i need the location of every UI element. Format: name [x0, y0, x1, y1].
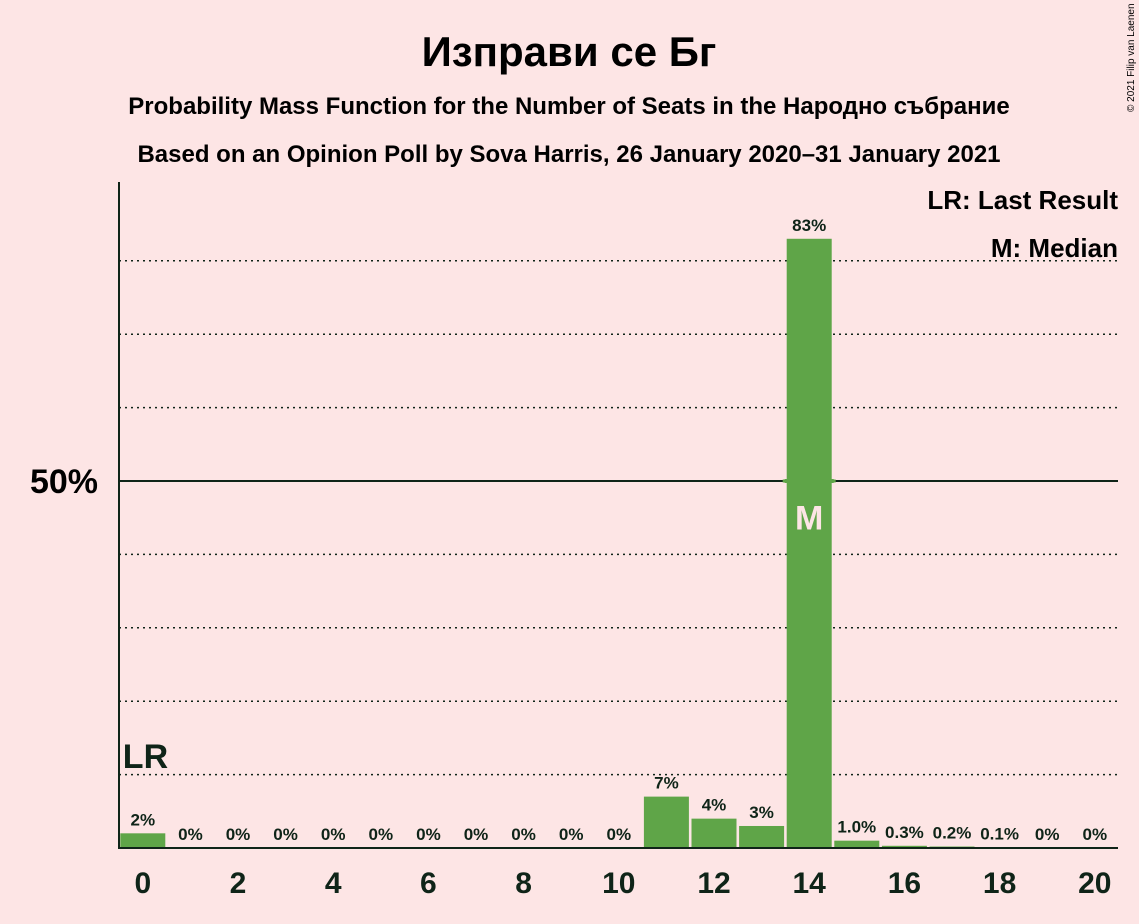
copyright-notice: © 2021 Filip van Laenen — [1126, 3, 1137, 112]
data-label-seat-15: 1.0% — [837, 818, 876, 837]
x-tick-18: 18 — [983, 867, 1016, 900]
y-tick-50: 50% — [30, 463, 98, 501]
legend-median: M: Median — [991, 233, 1118, 263]
chart-subtitle-1: Probability Mass Function for the Number… — [128, 93, 1009, 120]
bar-seat-11 — [643, 796, 689, 848]
data-label-seat-4: 0% — [321, 825, 346, 844]
data-label-seat-7: 0% — [464, 825, 489, 844]
x-tick-0: 0 — [134, 867, 151, 900]
data-label-seat-5: 0% — [369, 825, 394, 844]
data-labels: 2% 0% 0% 0% 0% 0% 0% 0% 0% 0% 0% 7% 4% 3% 83% 1.0% 0.3% 0… — [123, 216, 1107, 844]
x-tick-6: 6 — [420, 867, 437, 900]
data-label-seat-20: 0% — [1083, 825, 1108, 844]
chart-title: Изправи се Бг — [422, 28, 717, 75]
bar-seat-12 — [691, 818, 737, 848]
data-label-seat-17: 0.2% — [933, 824, 972, 843]
x-tick-labels: 0 2 4 6 8 10 12 14 16 18 20 — [134, 867, 1111, 900]
x-tick-10: 10 — [602, 867, 635, 900]
data-label-seat-16: 0.3% — [885, 823, 924, 842]
data-label-seat-11: 7% — [654, 774, 679, 793]
last-result-marker: LR — [123, 738, 168, 776]
x-tick-2: 2 — [230, 867, 247, 900]
data-label-seat-13: 3% — [749, 803, 774, 822]
bar-seat-13 — [739, 825, 785, 848]
data-label-seat-2: 0% — [226, 825, 251, 844]
x-tick-8: 8 — [515, 867, 532, 900]
gridlines — [119, 260, 1118, 776]
median-bar-overlay — [784, 479, 834, 483]
data-label-seat-3: 0% — [273, 825, 298, 844]
x-tick-12: 12 — [697, 867, 730, 900]
legend-last-result: LR: Last Result — [927, 185, 1118, 215]
data-label-seat-18: 0.1% — [980, 824, 1019, 843]
data-label-seat-10: 0% — [607, 825, 632, 844]
data-label-seat-6: 0% — [416, 825, 441, 844]
bars — [120, 238, 1023, 848]
chart-subtitle-2: Based on an Opinion Poll by Sova Harris,… — [137, 141, 1000, 168]
data-label-seat-12: 4% — [702, 796, 727, 815]
data-label-seat-9: 0% — [559, 825, 584, 844]
x-tick-4: 4 — [325, 867, 342, 900]
median-marker: M — [795, 500, 823, 538]
data-label-seat-8: 0% — [511, 825, 536, 844]
bar-seat-16 — [881, 845, 927, 848]
data-label-seat-19: 0% — [1035, 825, 1060, 844]
bar-seat-14 — [786, 238, 832, 848]
data-label-seat-0: 2% — [131, 810, 156, 829]
x-tick-14: 14 — [793, 867, 827, 900]
x-tick-20: 20 — [1078, 867, 1111, 900]
x-tick-16: 16 — [888, 867, 921, 900]
data-label-seat-1: 0% — [178, 825, 203, 844]
data-label-seat-14: 83% — [792, 216, 826, 235]
bar-seat-0 — [120, 833, 166, 848]
bar-seat-15 — [834, 840, 880, 848]
